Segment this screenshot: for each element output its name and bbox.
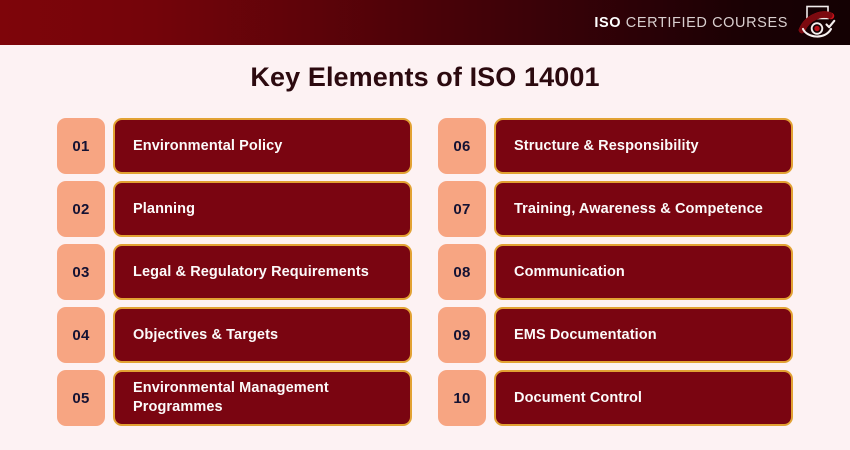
brand-text: ISO CERTIFIED COURSES: [594, 15, 788, 31]
brand: ISO CERTIFIED COURSES: [594, 4, 838, 42]
header-bar: ISO CERTIFIED COURSES: [0, 0, 850, 45]
element-number-badge: 02: [57, 181, 105, 237]
element-label-box[interactable]: Objectives & Targets: [113, 307, 412, 363]
element-label: Training, Awareness & Competence: [514, 200, 763, 217]
element-label: Environmental Management Programmes: [133, 380, 329, 415]
element-number-badge: 04: [57, 307, 105, 363]
element-number-badge: 03: [57, 244, 105, 300]
page-title: Key Elements of ISO 14001: [0, 62, 850, 93]
brand-rest-label: CERTIFIED COURSES: [621, 14, 788, 31]
elements-column-left: 01 Environmental Policy 02 Planning 03 L…: [57, 118, 412, 426]
brand-iso-label: ISO: [594, 14, 622, 31]
element-number-badge: 06: [438, 118, 486, 174]
page-title-accent: ISO 14001: [469, 62, 600, 92]
element-label: Document Control: [514, 389, 643, 406]
element-label-box[interactable]: Structure & Responsibility: [494, 118, 793, 174]
element-label-box[interactable]: Environmental Management Programmes: [113, 370, 412, 426]
element-number-badge: 10: [438, 370, 486, 426]
element-item[interactable]: 07 Training, Awareness & Competence: [438, 181, 793, 237]
element-label: Objectives & Targets: [133, 326, 279, 343]
element-label: Planning: [133, 200, 196, 217]
element-number-badge: 01: [57, 118, 105, 174]
element-item[interactable]: 04 Objectives & Targets: [57, 307, 412, 363]
element-item[interactable]: 08 Communication: [438, 244, 793, 300]
element-item[interactable]: 02 Planning: [57, 181, 412, 237]
element-label: Structure & Responsibility: [514, 137, 699, 154]
element-label-box[interactable]: Environmental Policy: [113, 118, 412, 174]
page-title-prefix: Key Elements of: [250, 62, 470, 92]
element-label: Communication: [514, 263, 625, 280]
element-number-badge: 05: [57, 370, 105, 426]
element-item[interactable]: 03 Legal & Regulatory Requirements: [57, 244, 412, 300]
element-label-box[interactable]: Training, Awareness & Competence: [494, 181, 793, 237]
elements-column-right: 06 Structure & Responsibility 07 Trainin…: [438, 118, 793, 426]
element-item[interactable]: 05 Environmental Management Programmes: [57, 370, 412, 426]
element-label: Legal & Regulatory Requirements: [133, 263, 369, 280]
element-label-box[interactable]: Communication: [494, 244, 793, 300]
element-label-box[interactable]: Document Control: [494, 370, 793, 426]
element-number-badge: 08: [438, 244, 486, 300]
element-item[interactable]: 01 Environmental Policy: [57, 118, 412, 174]
element-item[interactable]: 10 Document Control: [438, 370, 793, 426]
element-item[interactable]: 09 EMS Documentation: [438, 307, 793, 363]
element-label-box[interactable]: EMS Documentation: [494, 307, 793, 363]
element-number-badge: 07: [438, 181, 486, 237]
element-label-box[interactable]: Legal & Regulatory Requirements: [113, 244, 412, 300]
element-item[interactable]: 06 Structure & Responsibility: [438, 118, 793, 174]
element-number-badge: 09: [438, 307, 486, 363]
element-label: EMS Documentation: [514, 326, 657, 343]
iso-certified-courses-logo-icon: [798, 5, 836, 38]
element-label: Environmental Policy: [133, 137, 283, 154]
elements-columns: 01 Environmental Policy 02 Planning 03 L…: [0, 118, 850, 426]
element-label-box[interactable]: Planning: [113, 181, 412, 237]
